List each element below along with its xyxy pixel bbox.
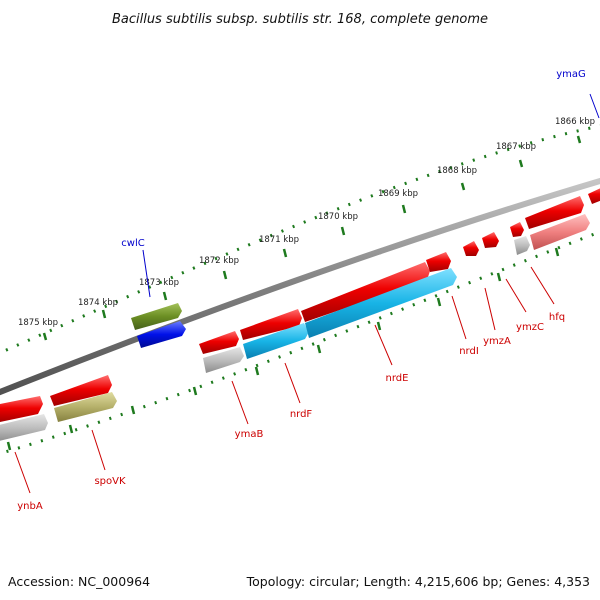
gene-arrow[interactable] [514, 236, 530, 255]
kbp-label: 1868 kbp [437, 166, 477, 176]
accession-text: Accession: NC_000964 [8, 574, 150, 589]
kbp-label: 1874 kbp [78, 298, 118, 308]
gene-arrow[interactable] [510, 222, 524, 237]
gene-arrow[interactable] [54, 392, 117, 422]
gene-arrow[interactable] [426, 252, 451, 272]
gene-label-ynbA[interactable]: ynbA [17, 501, 43, 512]
scale-ring-inner [0, 230, 600, 456]
gene-arrow[interactable] [525, 196, 584, 229]
gene-label-ymaB[interactable]: ymaB [235, 429, 264, 440]
gene-label-nrdE[interactable]: nrdE [386, 373, 409, 384]
kbp-label: 1867 kbp [496, 142, 536, 152]
gene-label-ymzA[interactable]: ymzA [483, 336, 511, 347]
gene-arrow[interactable] [0, 396, 43, 423]
gene-arrow[interactable] [588, 186, 600, 204]
gene-label-ymzC[interactable]: ymzC [516, 322, 544, 333]
gene-label-spoVK[interactable]: spoVK [94, 476, 126, 487]
genome-title: Bacillus subtilis subsp. subtilis str. 1… [112, 12, 488, 27]
genome-backbone [0, 177, 600, 396]
gene-arrow[interactable] [199, 331, 239, 354]
kbp-label: 1873 kbp [139, 278, 179, 288]
gene-arrow[interactable] [240, 309, 302, 340]
scale-ring-outer [0, 124, 600, 355]
gene-arrow[interactable] [530, 214, 590, 250]
gene-arrow[interactable] [203, 347, 244, 373]
gene-arrow[interactable] [463, 241, 479, 256]
gene-arrow[interactable] [305, 268, 457, 338]
topology-text: Topology: circular; Length: 4,215,606 bp… [246, 574, 590, 589]
kbp-label: 1871 kbp [259, 235, 299, 245]
gene-arrow[interactable] [131, 303, 182, 330]
kbp-label: 1866 kbp [555, 117, 595, 127]
kbp-label: 1872 kbp [199, 256, 239, 266]
kbp-label: 1869 kbp [378, 189, 418, 199]
feature-lane-forward [0, 186, 600, 423]
label-leaders [14, 93, 600, 494]
gene-arrow[interactable] [482, 232, 499, 248]
gene-arrow[interactable] [50, 375, 112, 406]
gene-labels: ymaG cwlC ynbA spoVK ymaB nrdF nrdE nrdI… [17, 69, 586, 512]
kbp-label: 1870 kbp [318, 212, 358, 222]
gene-label-nrdF[interactable]: nrdF [290, 409, 313, 420]
feature-lane-reverse [0, 214, 590, 442]
gene-label-ymaG[interactable]: ymaG [556, 69, 586, 80]
scale-major-ticks [6, 135, 582, 451]
gene-label-cwlC[interactable]: cwlC [121, 238, 144, 249]
rna-feature[interactable] [137, 321, 186, 348]
gene-arrow[interactable] [301, 262, 430, 322]
gene-arrow[interactable] [243, 323, 309, 359]
gene-label-nrdI[interactable]: nrdI [459, 346, 479, 357]
scale-labels: 1866 kbp 1867 kbp 1868 kbp 1869 kbp 1870… [18, 117, 595, 328]
kbp-label: 1875 kbp [18, 318, 58, 328]
gene-arrow[interactable] [0, 414, 48, 442]
gene-label-hfq[interactable]: hfq [549, 312, 565, 323]
